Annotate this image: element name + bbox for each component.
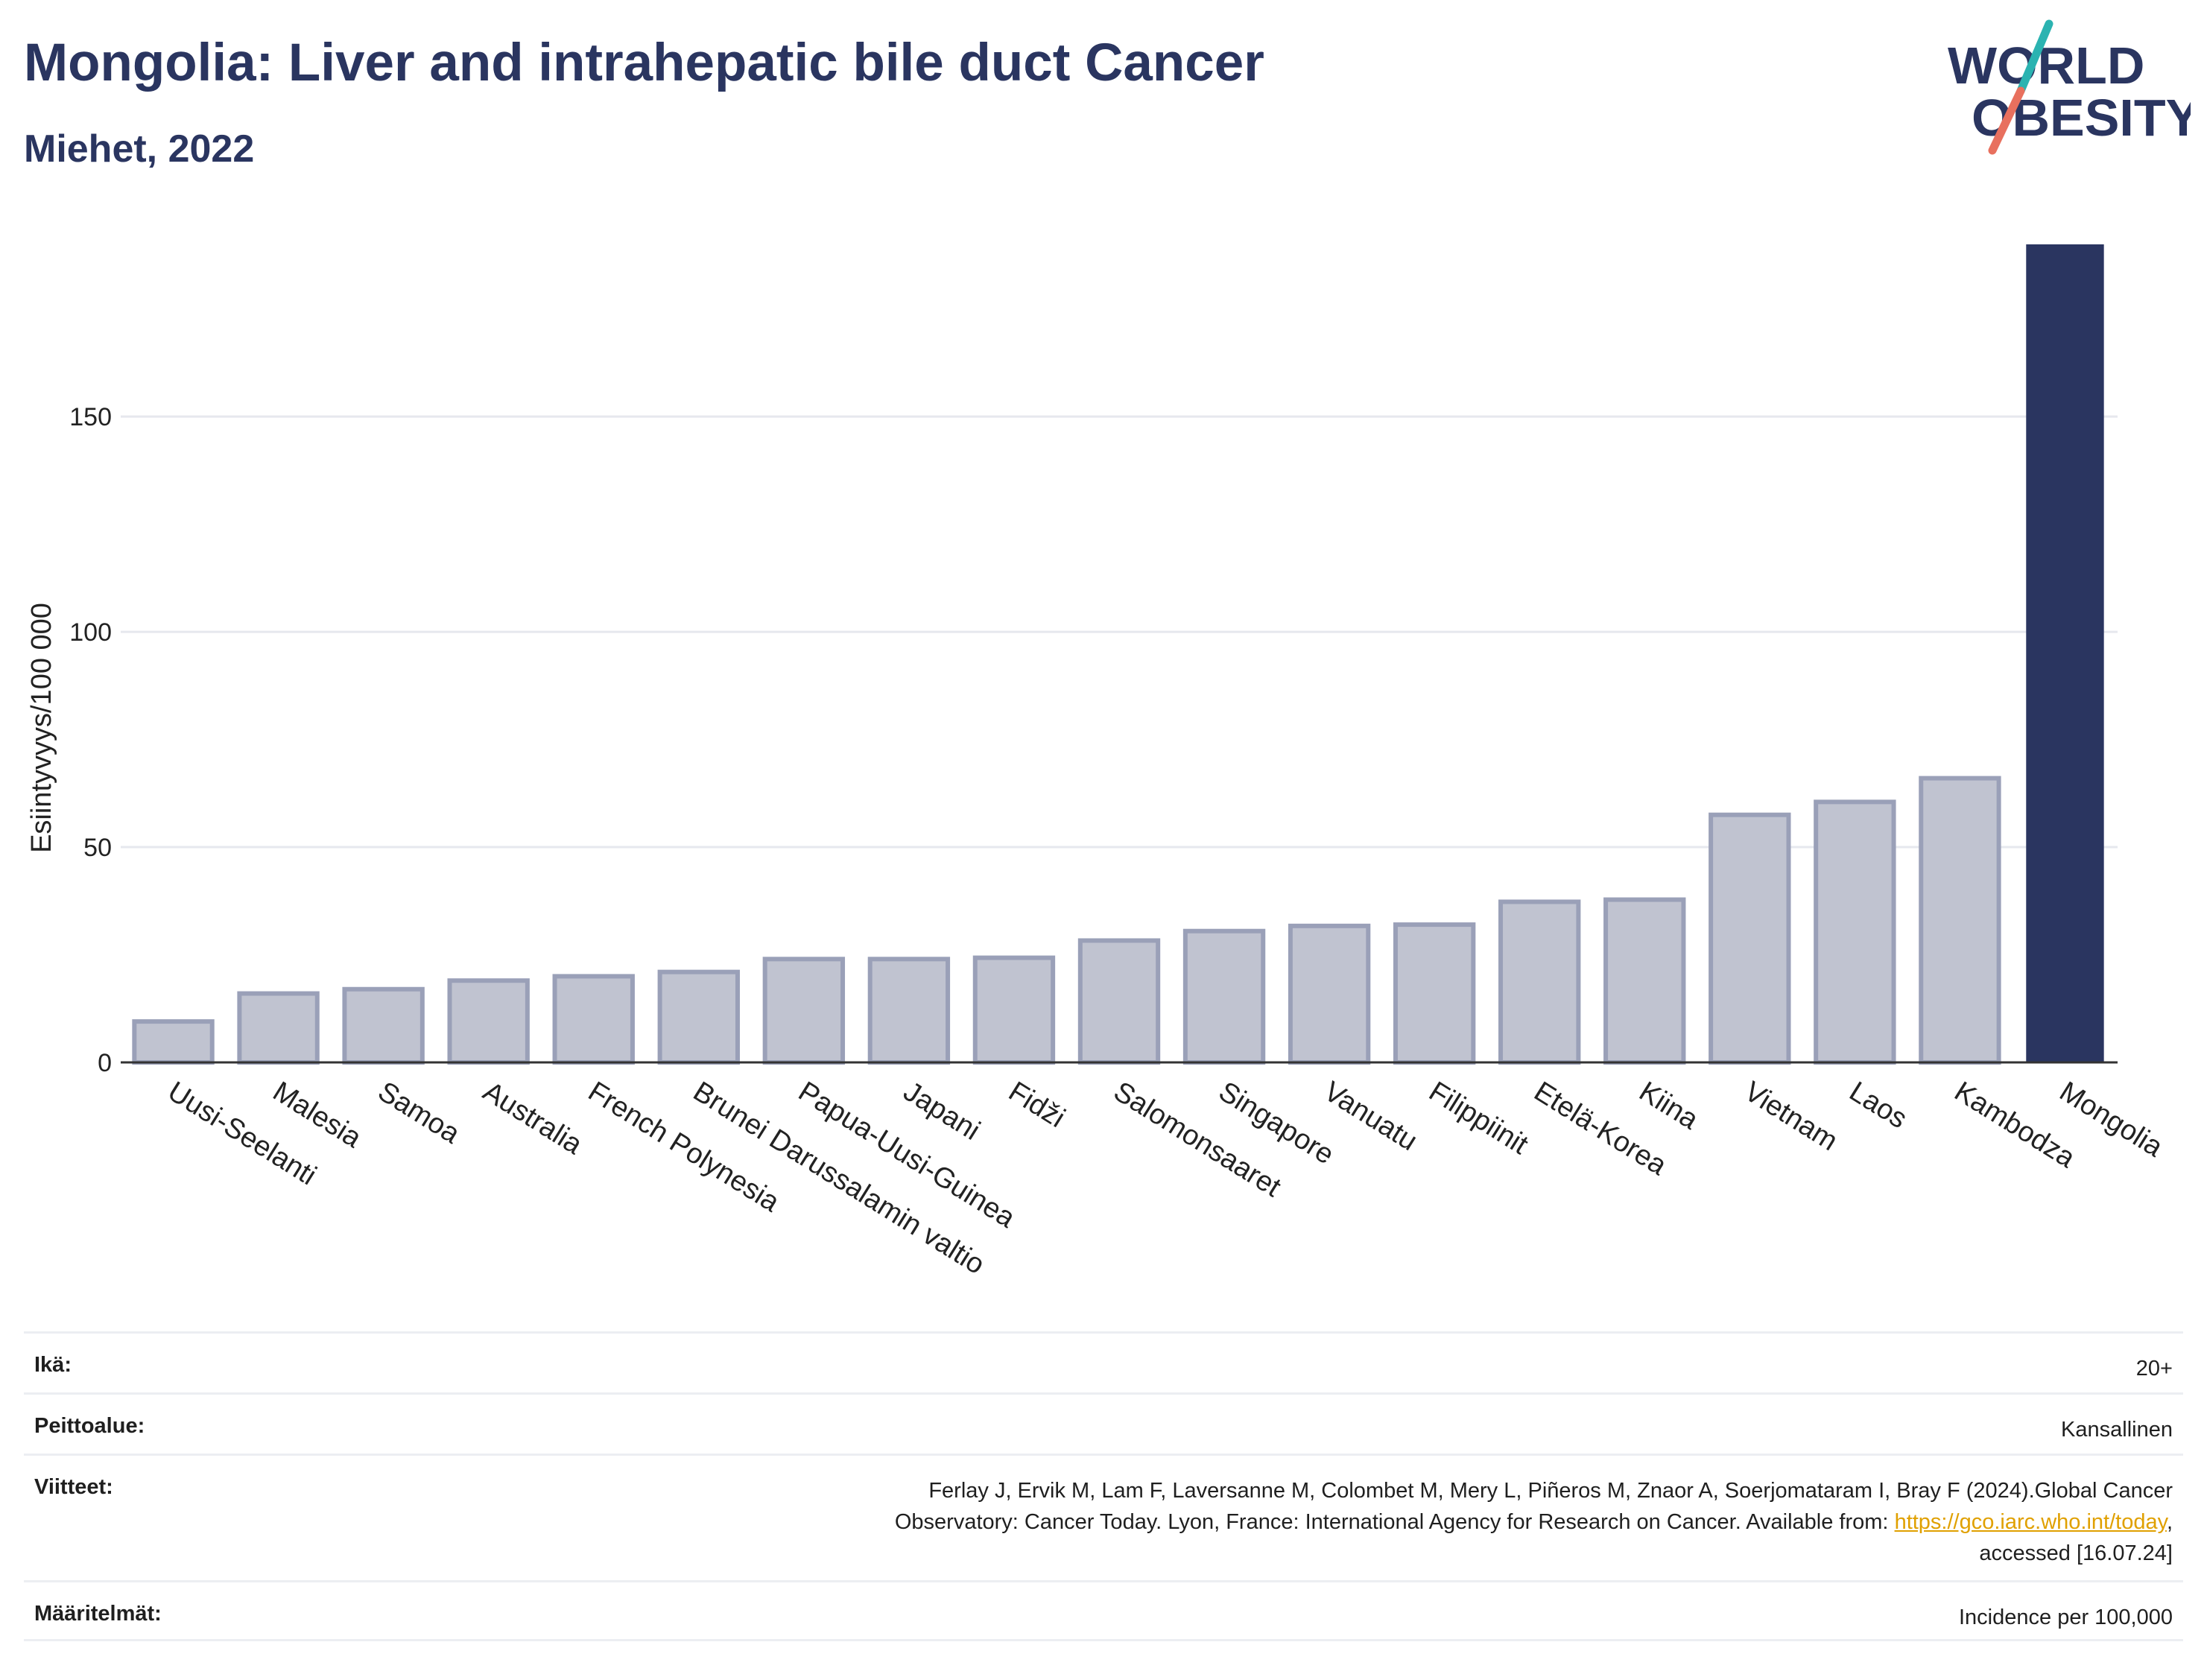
bar (552, 974, 635, 1065)
definitions-label: Määritelmät: (34, 1602, 162, 1626)
bar (972, 955, 1056, 1065)
references-line-1: Ferlay J, Ervik M, Lam F, Laversanne M, … (928, 1479, 2173, 1503)
bar (237, 991, 320, 1065)
bar (1919, 776, 2001, 1065)
y-tick-label: 100 (69, 618, 112, 647)
references-line-2-end: , (2166, 1510, 2173, 1534)
bar (762, 957, 846, 1065)
bar (1393, 922, 1476, 1065)
world-obesity-logo: WORLD OBESITY (1948, 19, 2191, 155)
x-tick-label: Australia (478, 1076, 588, 1161)
x-tick-label: French Polynesia (583, 1076, 785, 1219)
footer-row-references: Viitteet: Ferlay J, Ervik M, Lam F, Lave… (24, 1454, 2183, 1580)
bar (1603, 897, 1686, 1065)
definitions-value: Incidence per 100,000 (1959, 1605, 2173, 1629)
references-link[interactable]: https://gco.iarc.who.int/today (1894, 1510, 2167, 1534)
bar (132, 1019, 215, 1065)
y-tick-label: 50 (83, 834, 112, 862)
bar (867, 957, 951, 1065)
x-tick-label: Japani (898, 1076, 985, 1147)
bar (1709, 812, 1791, 1065)
references-line-2: Observatory: Cancer Today. Lyon, France:… (894, 1510, 1895, 1534)
y-tick-label: 0 (98, 1049, 112, 1077)
age-value: 20+ (2135, 1357, 2173, 1381)
bar (1077, 938, 1161, 1065)
x-tick-label: Fidži (1003, 1076, 1070, 1134)
references-label: Viitteet: (34, 1475, 113, 1499)
chart-title: Mongolia: Liver and intrahepatic bile du… (24, 34, 1264, 92)
coverage-value: Kansallinen (2061, 1418, 2173, 1442)
references-line-3: accessed [16.07.24] (1979, 1541, 2173, 1565)
footer-row-age: Ikä: 20+ (24, 1331, 2183, 1392)
y-tick-label: 150 (69, 403, 112, 431)
x-tick-label: Laos (1844, 1076, 1913, 1135)
x-tick-label: Samoa (373, 1076, 466, 1150)
footer-row-coverage: Peittoalue: Kansallinen (24, 1392, 2183, 1454)
logo-text-world: WORLD (1948, 37, 2144, 95)
bar (657, 969, 740, 1065)
bar (1182, 928, 1266, 1065)
bar (1288, 923, 1371, 1065)
footer-table: Ikä: 20+ Peittoalue: Kansallinen Viittee… (24, 1331, 2183, 1641)
x-tick-label: Filippiinit (1423, 1076, 1533, 1161)
references-value: Ferlay J, Ervik M, Lam F, Laversanne M, … (895, 1456, 2183, 1569)
x-tick-label: Vietnam (1739, 1076, 1843, 1157)
logo-slash-top (2016, 19, 2053, 95)
bar (342, 986, 425, 1065)
chart-subtitle: Miehet, 2022 (24, 127, 255, 171)
y-axis-title: Esiintyvyys/100 000 (26, 603, 57, 853)
logo-slash-bottom (1988, 86, 2025, 155)
x-tick-label: Kiina (1633, 1076, 1704, 1136)
age-label: Ikä: (34, 1353, 72, 1377)
bar (2026, 244, 2104, 1062)
bar (447, 978, 530, 1065)
footer-row-definitions: Määritelmät: Incidence per 100,000 (24, 1580, 2183, 1641)
bar (1814, 799, 1896, 1065)
coverage-label: Peittoalue: (34, 1414, 145, 1438)
bar (1498, 899, 1581, 1065)
